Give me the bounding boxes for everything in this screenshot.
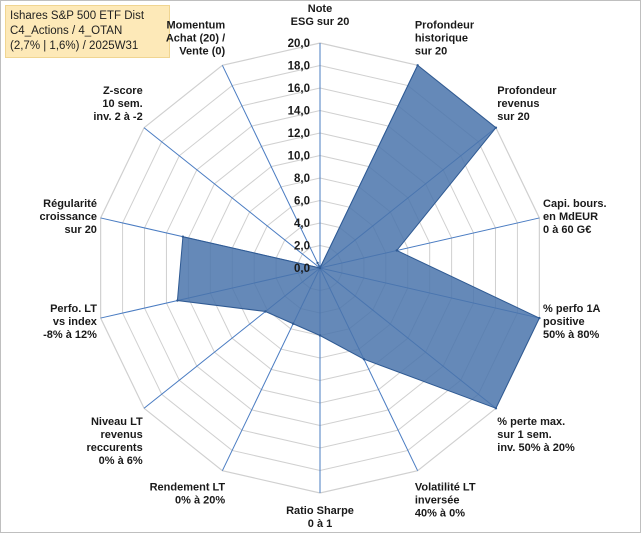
series-point-9: [264, 310, 267, 313]
axis-label-9-line-1: revenus: [101, 429, 143, 441]
axis-label-7-line-1: 0 à 1: [308, 518, 332, 530]
axis-label-10-line-1: vs index: [53, 316, 98, 328]
axis-label-13: Momentum Achat (20) / Vente (0): [166, 19, 226, 57]
tick-label-6: 12,0: [288, 128, 310, 140]
axis-label-5-line-0: % perte max.: [497, 416, 565, 428]
tick-label-7: 14,0: [288, 106, 310, 118]
tick-label-1: 2,0: [294, 241, 310, 253]
series-point-4: [538, 316, 541, 320]
chart-title-box: Ishares S&P 500 ETF Dist C4_Actions / 4_…: [5, 5, 170, 58]
tick-label-10: 20,0: [288, 38, 310, 50]
axis-label-10-line-0: Perfo. LT: [50, 303, 97, 315]
axis-label-4-line-0: % perfo 1A: [543, 303, 601, 315]
axis-label-2-line-2: sur 20: [497, 111, 529, 123]
series-point-12: [318, 266, 322, 270]
series-point-7: [318, 334, 322, 337]
series-point-10: [176, 299, 179, 302]
title-line-3: (2,7% | 1,6%) / 2025W31: [10, 40, 139, 52]
axis-label-8: Rendement LT 0% à 20%: [150, 482, 226, 507]
title-line-1: Ishares S&P 500 ETF Dist: [10, 10, 145, 22]
axis-label-3-line-2: 0 à 60 G€: [543, 224, 591, 236]
axis-label-4: % perfo 1A positive 50% à 80%: [543, 303, 601, 341]
axis-label-3-line-1: en MdEUR: [543, 211, 598, 223]
axis-label-13-line-0: Momentum: [166, 19, 225, 31]
axis-label-6-line-1: inversée: [415, 495, 460, 507]
axis-label-1-line-1: historique: [415, 32, 468, 44]
axis-label-5-line-1: sur 1 sem.: [497, 429, 551, 441]
axis-label-12-line-1: 10 sem.: [102, 98, 142, 110]
axis-label-11-line-2: sur 20: [65, 224, 97, 236]
axis-label-7-line-0: Ratio Sharpe: [286, 505, 354, 517]
axis-label-10-line-2: -8% à 12%: [43, 329, 97, 341]
axis-label-8-line-1: 0% à 20%: [175, 495, 225, 507]
tick-layer: 0,0 2,0 4,0 6,0 8,0 10,0 12,0 14,0 16,0 18,0 20,0: [288, 38, 310, 275]
series-point-13: [316, 261, 319, 265]
axis-label-10: Perfo. LT vs index -8% à 12%: [43, 303, 98, 341]
axis-label-1-line-2: sur 20: [415, 45, 447, 57]
axis-label-9-line-2: reccurents: [86, 442, 142, 454]
axis-label-12-line-0: Z-score: [103, 85, 143, 97]
axis-label-8-line-0: Rendement LT: [150, 482, 226, 494]
axis-label-13-line-2: Vente (0): [179, 45, 225, 57]
axis-label-2-line-0: Profondeur: [497, 85, 557, 97]
axis-label-9-line-0: Niveau LT: [91, 416, 143, 428]
axis-label-3: Capi. bours. en MdEUR 0 à 60 G€: [543, 198, 607, 236]
axis-spoke-12: [143, 127, 321, 269]
tick-label-8: 16,0: [288, 83, 310, 95]
axis-label-6: Volatilité LT inversée 40% à 0%: [415, 482, 476, 520]
axis-label-12: Z-score 10 sem. inv. 2 à -2: [93, 85, 142, 123]
axis-label-4-line-1: positive: [543, 316, 585, 328]
axis-label-9: Niveau LT revenus reccurents 0% à 6%: [86, 416, 143, 467]
axis-label-4-line-2: 50% à 80%: [543, 329, 599, 341]
axis-label-11-line-0: Régularité: [43, 198, 97, 210]
axis-label-5-line-2: inv. 50% à 20%: [497, 442, 575, 454]
tick-label-0: 0,0: [294, 263, 310, 275]
axis-label-12-line-2: inv. 2 à -2: [93, 111, 142, 123]
axis-label-11: Régularité croissance sur 20: [39, 198, 96, 236]
axis-label-0: Note ESG sur 20: [291, 3, 350, 28]
series-point-6: [362, 358, 366, 361]
axis-label-5: % perte max. sur 1 sem. inv. 50% à 20%: [497, 416, 575, 454]
axis-label-1-line-0: Profondeur: [415, 19, 475, 31]
axis-label-2: Profondeur revenus sur 20: [497, 85, 557, 123]
axis-label-3-line-0: Capi. bours.: [543, 198, 607, 210]
tick-label-3: 6,0: [294, 196, 310, 208]
axis-spoke-13: [221, 65, 321, 269]
title-line-2: C4_Actions / 4_OTAN: [10, 25, 123, 37]
series-layer: [176, 64, 541, 410]
tick-label-2: 4,0: [294, 218, 310, 230]
series-point-2: [494, 126, 498, 129]
tick-label-5: 10,0: [288, 151, 310, 163]
axis-label-9-line-3: 0% à 6%: [99, 455, 143, 467]
series-area-0: [176, 64, 541, 409]
axis-label-0-line-0: Note: [308, 3, 332, 15]
axis-label-0-line-1: ESG sur 20: [291, 16, 350, 28]
axis-label-6-line-2: 40% à 0%: [415, 508, 465, 520]
axis-label-2-line-1: revenus: [497, 98, 539, 110]
series-point-8: [291, 322, 295, 325]
axis-label-7: Ratio Sharpe 0 à 1: [286, 505, 354, 530]
tick-label-4: 8,0: [294, 173, 310, 185]
axis-label-13-line-1: Achat (20) /: [166, 32, 225, 44]
series-point-1: [416, 64, 419, 67]
axis-label-11-line-1: croissance: [39, 211, 96, 223]
axis-label-1: Profondeur historique sur 20: [415, 19, 475, 57]
tick-label-9: 18,0: [288, 61, 310, 73]
series-point-5: [494, 407, 498, 410]
axis-label-layer: Note ESG sur 20 Profondeur historique sur 20…: [39, 3, 606, 530]
axis-label-6-line-0: Volatilité LT: [415, 482, 476, 494]
series-point-11: [181, 235, 185, 238]
series-point-3: [395, 249, 398, 252]
